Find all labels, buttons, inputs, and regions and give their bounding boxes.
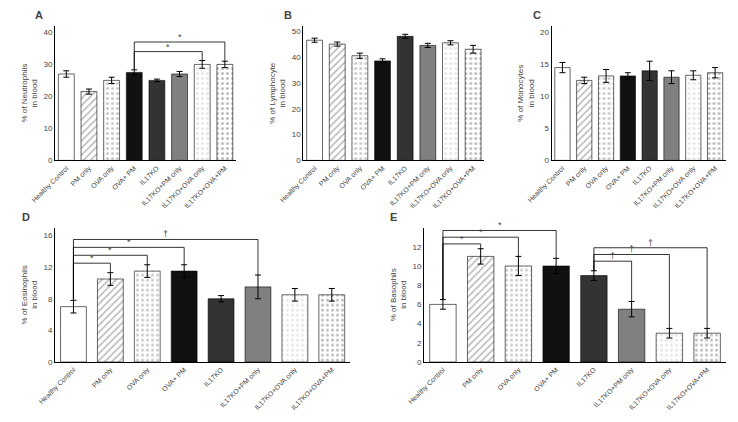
svg-text:IL17KO+OVA+PM: IL17KO+OVA+PM (673, 164, 718, 209)
svg-text:IL17KO+PM only: IL17KO+PM only (219, 366, 263, 410)
svg-text:% of Eosinophilsin blood: % of Eosinophilsin blood (20, 265, 39, 324)
svg-text:PM only: PM only (318, 164, 342, 188)
svg-text:16: 16 (43, 231, 52, 240)
svg-text:*: * (460, 234, 464, 244)
svg-text:4: 4 (417, 319, 422, 328)
svg-text:*: * (90, 253, 94, 263)
svg-text:*: * (178, 32, 182, 42)
svg-text:IL17KO: IL17KO (387, 164, 409, 186)
svg-text:*: * (166, 42, 170, 52)
svg-text:5: 5 (544, 124, 549, 133)
svg-text:OVA only: OVA only (496, 366, 522, 392)
svg-text:PM only: PM only (69, 164, 93, 188)
svg-text:12: 12 (43, 263, 52, 272)
svg-text:% of Neutrophilsin blood: % of Neutrophilsin blood (20, 64, 39, 123)
svg-text:IL17KO+OVA only: IL17KO+OVA only (253, 366, 299, 412)
svg-text:PM only: PM only (461, 366, 485, 390)
svg-text:20: 20 (540, 28, 549, 37)
svg-text:0: 0 (48, 358, 53, 367)
svg-text:Healthy Control: Healthy Control (30, 164, 70, 204)
svg-text:0: 0 (417, 358, 422, 367)
svg-text:OVA only: OVA only (90, 164, 116, 190)
svg-text:30: 30 (292, 79, 301, 88)
svg-text:OVA+ PM: OVA+ PM (604, 164, 631, 191)
svg-text:10: 10 (292, 130, 301, 139)
svg-text:% of Basophilsin blood: % of Basophilsin blood (389, 268, 408, 321)
svg-text:15: 15 (540, 60, 549, 69)
svg-text:C: C (533, 9, 541, 21)
svg-text:IL17KO: IL17KO (575, 366, 597, 388)
svg-text:IL17KO+PM only: IL17KO+PM only (388, 164, 432, 208)
svg-text:OVA only: OVA only (338, 164, 364, 190)
svg-text:IL17KO+PM only: IL17KO+PM only (632, 164, 676, 208)
svg-text:OVA+ PM: OVA+ PM (111, 164, 138, 191)
svg-text:*: * (127, 237, 131, 247)
svg-text:IL17KO+OVA+PM: IL17KO+OVA+PM (665, 366, 710, 411)
svg-text:D: D (22, 211, 30, 223)
svg-text:A: A (35, 9, 43, 21)
svg-text:†: † (629, 244, 634, 254)
svg-text:IL17KO+OVA only: IL17KO+OVA only (628, 366, 674, 412)
svg-text:OVA+ PM: OVA+ PM (533, 366, 560, 393)
svg-text:% of Lymphocytein blood: % of Lymphocytein blood (268, 62, 287, 124)
svg-text:40: 40 (43, 28, 52, 37)
svg-text:OVA+ PM: OVA+ PM (359, 164, 386, 191)
svg-text:% of Monocytesin blood: % of Monocytesin blood (516, 65, 535, 122)
svg-text:PM only: PM only (91, 366, 115, 390)
svg-text:0: 0 (296, 156, 301, 165)
svg-text:PM only: PM only (565, 164, 589, 188)
svg-text:40: 40 (292, 53, 301, 62)
svg-text:8: 8 (417, 281, 422, 290)
svg-text:†: † (610, 251, 615, 261)
svg-text:E: E (390, 211, 397, 223)
svg-text:IL17KO+OVA+PM: IL17KO+OVA+PM (431, 164, 476, 209)
svg-text:10: 10 (540, 92, 549, 101)
svg-text:0: 0 (544, 156, 549, 165)
svg-text:6: 6 (417, 300, 422, 309)
svg-text:IL17KO+OVA only: IL17KO+OVA only (160, 164, 206, 210)
svg-text:12: 12 (413, 243, 422, 252)
svg-text:4: 4 (48, 326, 53, 335)
svg-text:OVA+ PM: OVA+ PM (161, 366, 188, 393)
svg-text:0: 0 (48, 156, 53, 165)
svg-text:OVA only: OVA only (584, 164, 610, 190)
svg-text:IL17KO: IL17KO (203, 366, 225, 388)
svg-text:B: B (284, 9, 292, 21)
svg-text:10: 10 (413, 262, 422, 271)
svg-text:IL17KO+OVA only: IL17KO+OVA only (409, 164, 455, 210)
svg-text:IL17KO: IL17KO (631, 164, 653, 186)
svg-text:OVA only: OVA only (125, 366, 151, 392)
svg-text:IL17KO+PM only: IL17KO+PM only (140, 164, 184, 208)
svg-text:50: 50 (292, 27, 301, 36)
svg-text:Healthy Control: Healthy Control (527, 164, 567, 204)
svg-text:†: † (163, 229, 168, 239)
svg-text:*: * (498, 220, 502, 230)
svg-text:Healthy Control: Healthy Control (407, 366, 447, 406)
svg-text:IL17KO+OVA+PM: IL17KO+OVA+PM (183, 164, 228, 209)
svg-text:Healthy Control: Healthy Control (279, 164, 319, 204)
svg-text:IL17KO: IL17KO (138, 164, 160, 186)
svg-text:2: 2 (417, 339, 422, 348)
svg-text:10: 10 (43, 124, 52, 133)
svg-text:8: 8 (48, 295, 53, 304)
svg-text:20: 20 (292, 105, 301, 114)
svg-text:20: 20 (43, 92, 52, 101)
svg-text:Healthy Control: Healthy Control (38, 366, 78, 406)
svg-text:†: † (648, 238, 653, 248)
svg-text:IL17KO+OVA only: IL17KO+OVA only (652, 164, 698, 210)
svg-text:IL17KO+PM only: IL17KO+PM only (592, 366, 636, 410)
svg-text:*: * (479, 227, 483, 237)
svg-text:*: * (108, 245, 112, 255)
svg-text:30: 30 (43, 60, 52, 69)
svg-text:IL17KO+OVA+PM: IL17KO+OVA+PM (290, 366, 335, 411)
